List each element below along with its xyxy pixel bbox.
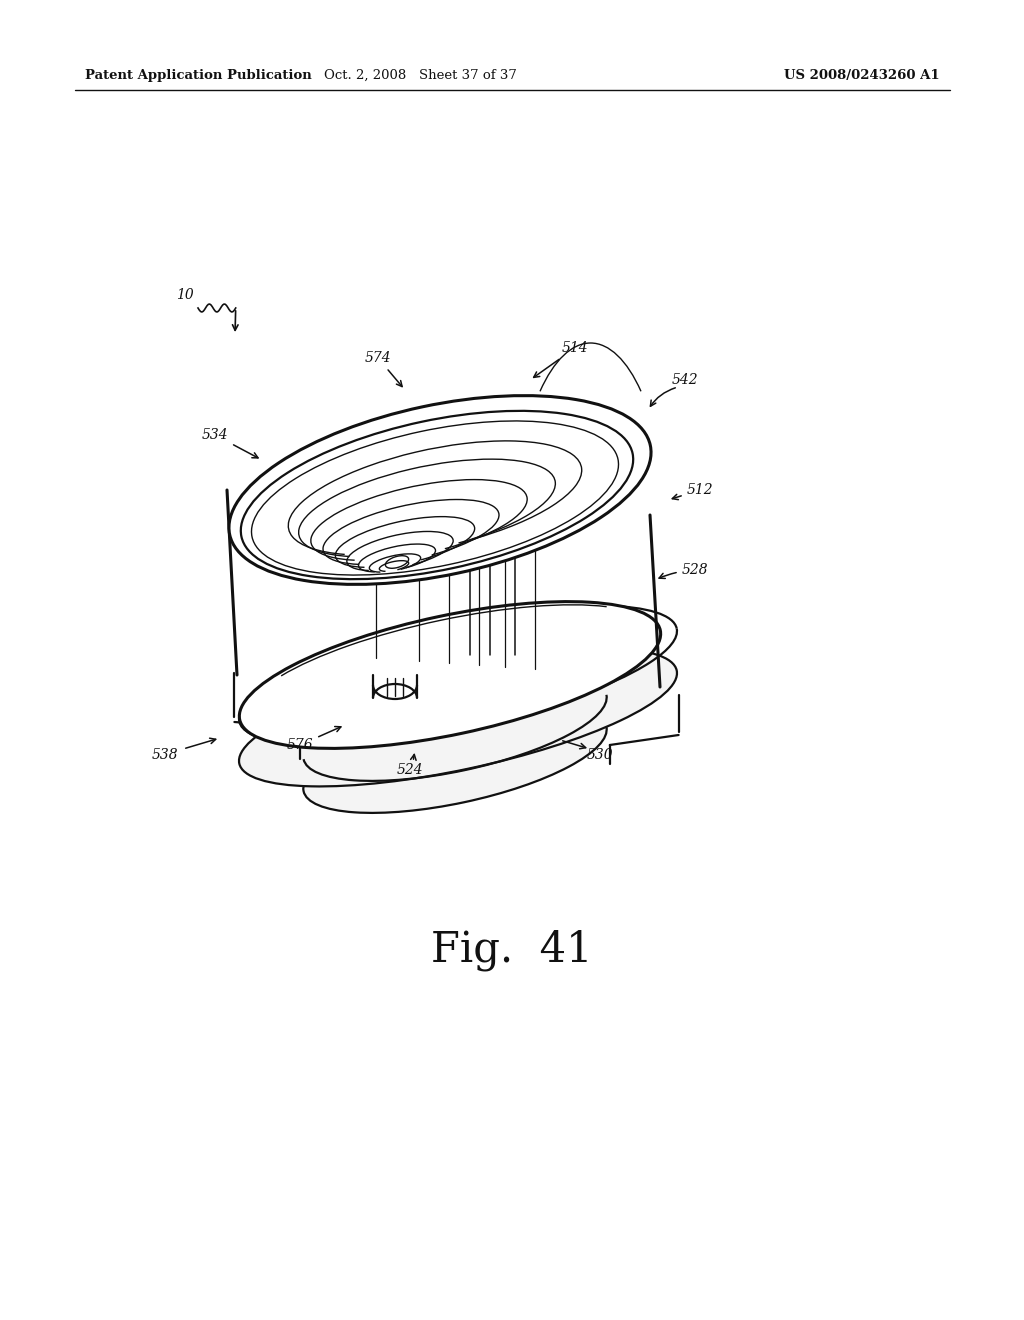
Text: 574: 574: [365, 351, 402, 387]
Ellipse shape: [303, 705, 606, 813]
Text: 576: 576: [287, 726, 341, 752]
Polygon shape: [230, 490, 660, 682]
Text: 512: 512: [673, 483, 714, 500]
Ellipse shape: [239, 648, 677, 787]
Text: 530: 530: [587, 748, 613, 762]
Text: 514: 514: [534, 341, 589, 378]
Text: Fig.  41: Fig. 41: [431, 929, 593, 972]
Ellipse shape: [229, 396, 651, 585]
Ellipse shape: [240, 602, 660, 748]
Text: 534: 534: [202, 428, 258, 458]
Text: 528: 528: [659, 564, 709, 578]
Text: Oct. 2, 2008   Sheet 37 of 37: Oct. 2, 2008 Sheet 37 of 37: [324, 69, 516, 82]
Ellipse shape: [241, 411, 633, 579]
Text: US 2008/0243260 A1: US 2008/0243260 A1: [784, 69, 940, 82]
Text: 538: 538: [152, 748, 178, 762]
Text: 10: 10: [176, 288, 194, 302]
Ellipse shape: [252, 421, 618, 576]
Text: Patent Application Publication: Patent Application Publication: [85, 69, 311, 82]
Text: 542: 542: [672, 374, 698, 387]
Text: 524: 524: [396, 763, 423, 777]
